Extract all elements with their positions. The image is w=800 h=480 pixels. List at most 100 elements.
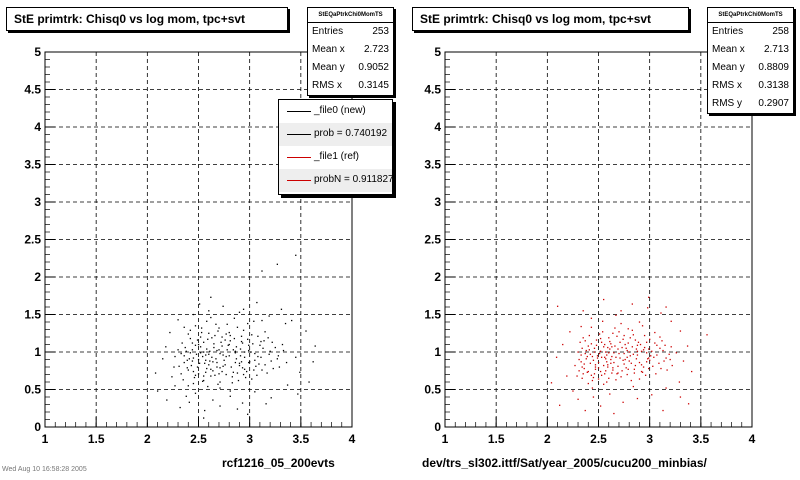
- data-point: [596, 345, 597, 346]
- stats-row-entries: Entries 258: [708, 23, 793, 41]
- data-point: [588, 345, 589, 346]
- data-point: [651, 351, 652, 352]
- data-point: [264, 331, 265, 332]
- data-point: [213, 343, 214, 344]
- data-point: [646, 361, 647, 362]
- data-point: [676, 352, 677, 353]
- data-point: [192, 349, 193, 350]
- data-point: [277, 264, 278, 265]
- data-point: [577, 399, 578, 400]
- data-point: [637, 345, 638, 346]
- data-point: [199, 363, 200, 364]
- data-point: [192, 360, 193, 361]
- data-point: [188, 385, 189, 386]
- data-point: [216, 350, 217, 351]
- data-point: [179, 407, 180, 408]
- data-point: [261, 320, 262, 321]
- panel-right: 1 1.5 2 2.5 3 3.5 4 0 0.5 1 1.5 2 2.5 3 3.5 4 4.5 5 StE p…: [400, 0, 800, 480]
- data-point: [598, 367, 599, 368]
- stats-label: RMS x: [312, 77, 342, 95]
- data-point: [155, 372, 156, 373]
- data-point: [249, 361, 250, 362]
- legend-entry-probn: probN = 0.911827: [279, 169, 392, 192]
- data-point: [243, 309, 244, 310]
- stats-value: 2.723: [364, 41, 389, 59]
- data-point: [600, 405, 601, 406]
- data-point: [626, 348, 627, 349]
- data-point: [661, 340, 662, 341]
- y-tick-label: 2.5: [24, 233, 41, 247]
- data-point: [601, 342, 602, 343]
- x-tick-label: 3.5: [692, 432, 709, 446]
- data-point: [189, 358, 190, 359]
- data-point: [589, 349, 590, 350]
- y-tick-label: 3.5: [424, 158, 441, 172]
- data-point: [206, 368, 207, 369]
- data-point: [612, 333, 613, 334]
- data-point: [273, 368, 274, 369]
- x-tick-label: 1.5: [488, 432, 505, 446]
- data-point: [627, 374, 628, 375]
- stats-name: StEQaPtrkChi0MomTS: [308, 8, 393, 23]
- data-point: [600, 351, 601, 352]
- data-point: [680, 330, 681, 331]
- data-point: [305, 330, 306, 331]
- data-point: [608, 378, 609, 379]
- data-point: [584, 363, 585, 364]
- data-point: [591, 343, 592, 344]
- data-point: [666, 369, 667, 370]
- data-point: [264, 364, 265, 365]
- plot-title: StE primtrk: Chisq0 vs log mom, tpc+svt: [6, 7, 288, 31]
- data-point: [639, 362, 640, 363]
- data-point: [610, 363, 611, 364]
- data-point: [269, 354, 270, 355]
- data-point: [219, 387, 220, 388]
- data-point: [183, 379, 184, 380]
- data-point: [188, 333, 189, 334]
- data-point: [232, 382, 233, 383]
- data-point: [209, 360, 210, 361]
- data-point: [246, 371, 247, 372]
- data-point: [622, 339, 623, 340]
- data-point: [217, 384, 218, 385]
- data-point: [627, 357, 628, 358]
- data-point: [283, 350, 284, 351]
- data-point: [218, 327, 219, 328]
- data-point: [206, 348, 207, 349]
- data-point: [662, 410, 663, 411]
- data-point: [602, 321, 603, 322]
- data-point: [263, 340, 264, 341]
- data-point: [236, 346, 237, 347]
- data-point: [173, 366, 174, 367]
- stats-value: 253: [372, 23, 389, 41]
- data-point: [199, 303, 200, 304]
- stats-label: Entries: [312, 23, 343, 41]
- data-point: [603, 384, 604, 385]
- data-point: [229, 344, 230, 345]
- data-point: [595, 369, 596, 370]
- data-point: [594, 351, 595, 352]
- data-point: [207, 386, 208, 387]
- stats-row-mean-x: Mean x 2.713: [708, 41, 793, 59]
- data-point: [629, 360, 630, 361]
- data-point: [229, 332, 230, 333]
- data-point: [614, 345, 615, 346]
- data-point: [648, 348, 649, 349]
- data-point: [253, 321, 254, 322]
- data-point: [577, 351, 578, 352]
- stats-row-rms-x: RMS x 0.3138: [708, 77, 793, 95]
- data-point: [235, 362, 236, 363]
- data-point: [211, 337, 212, 338]
- data-point: [585, 410, 586, 411]
- data-point: [313, 361, 314, 362]
- data-point: [210, 375, 211, 376]
- data-point: [202, 381, 203, 382]
- data-point: [295, 255, 296, 256]
- data-point: [221, 345, 222, 346]
- x-tick-label: 2: [144, 432, 151, 446]
- data-point: [632, 303, 633, 304]
- data-point: [253, 369, 254, 370]
- data-point: [613, 413, 614, 414]
- data-point: [198, 373, 199, 374]
- data-point: [614, 327, 615, 328]
